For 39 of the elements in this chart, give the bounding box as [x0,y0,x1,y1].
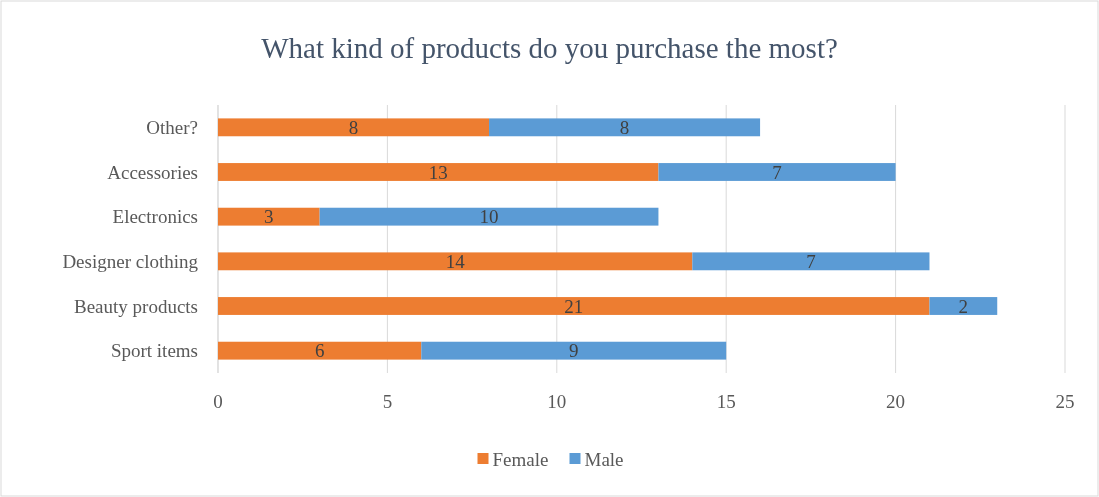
y-tick-label: Beauty products [73,295,198,317]
bar [218,252,693,271]
bar [658,163,896,181]
bar [421,341,727,360]
x-tick-label: 15 [716,391,736,412]
bar [692,252,930,271]
x-tick-label: 25 [1055,391,1075,412]
data-label: 14 [445,250,466,272]
bar [218,297,930,315]
bar [489,118,761,137]
y-tick-label: Accessories [107,161,198,183]
bar [218,341,422,360]
legend-label: Male [584,448,624,470]
data-label: 6 [314,340,325,362]
data-label: 8 [348,116,359,138]
bar [319,207,659,226]
y-tick-label: Other? [146,116,198,138]
bar [929,297,998,315]
data-label: 8 [619,116,630,138]
bar [218,163,659,181]
data-label: 2 [958,295,969,317]
data-label: 7 [772,161,782,183]
bar [218,207,320,226]
y-tick-label: Electronics [112,206,198,228]
chart-title: What kind of products do you purchase the most? [261,32,838,64]
legend-label: Female [492,448,549,470]
x-tick-label: 5 [382,391,393,412]
data-label: 10 [479,206,499,228]
x-tick-label: 20 [886,391,906,412]
data-label: 9 [568,340,579,362]
y-tick-label: Designer clothing [62,250,199,272]
y-tick-label: Sport items [110,340,198,362]
data-label: 21 [564,295,584,317]
bar [218,118,490,137]
data-label: 7 [806,250,816,272]
x-tick-label: 10 [547,391,567,412]
data-label: 3 [264,206,274,228]
x-tick-label: 0 [213,391,223,412]
data-label: 13 [428,161,448,183]
